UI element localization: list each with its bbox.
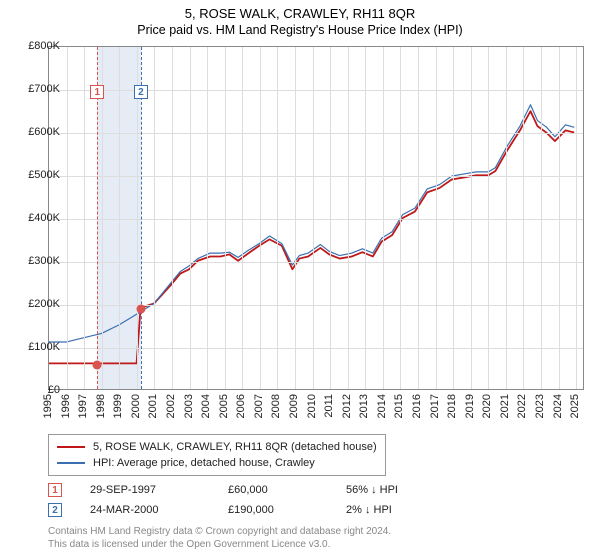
x-axis-label: 2005 xyxy=(218,394,230,418)
x-axis-label: 2023 xyxy=(534,394,546,418)
legend: 5, ROSE WALK, CRAWLEY, RH11 8QR (detache… xyxy=(48,434,386,476)
x-axis-label: 2002 xyxy=(165,394,177,418)
chart-marker-dot xyxy=(136,305,145,314)
x-axis-label: 1999 xyxy=(112,394,124,418)
event-row: 2 24-MAR-2000 £190,000 2% ↓ HPI xyxy=(48,500,398,520)
x-axis-label: 2015 xyxy=(393,394,405,418)
chart-marker-box: 1 xyxy=(90,85,104,99)
titles: 5, ROSE WALK, CRAWLEY, RH11 8QR Price pa… xyxy=(0,0,600,37)
x-axis-label: 2024 xyxy=(552,394,564,418)
legend-item: HPI: Average price, detached house, Craw… xyxy=(57,455,377,471)
legend-swatch xyxy=(57,462,85,464)
chart-marker-dot xyxy=(93,361,102,370)
x-axis-label: 2021 xyxy=(499,394,511,418)
x-axis-label: 2014 xyxy=(376,394,388,418)
y-axis-label: £700K xyxy=(16,83,60,95)
y-axis-label: £100K xyxy=(16,341,60,353)
chart-title: 5, ROSE WALK, CRAWLEY, RH11 8QR xyxy=(0,6,600,21)
x-axis-label: 2010 xyxy=(306,394,318,418)
y-axis-label: £800K xyxy=(16,40,60,52)
x-axis-label: 2020 xyxy=(481,394,493,418)
footer-line: This data is licensed under the Open Gov… xyxy=(48,539,391,552)
event-row: 1 29-SEP-1997 £60,000 56% ↓ HPI xyxy=(48,480,398,500)
legend-item: 5, ROSE WALK, CRAWLEY, RH11 8QR (detache… xyxy=(57,439,377,455)
x-axis-label: 2009 xyxy=(288,394,300,418)
chart-container: 5, ROSE WALK, CRAWLEY, RH11 8QR Price pa… xyxy=(0,0,600,560)
legend-swatch xyxy=(57,446,85,448)
chart-subtitle: Price paid vs. HM Land Registry's House … xyxy=(0,23,600,37)
x-axis-label: 2004 xyxy=(200,394,212,418)
line-layer xyxy=(49,47,583,389)
x-axis-label: 2001 xyxy=(147,394,159,418)
x-axis-label: 1997 xyxy=(77,394,89,418)
x-axis-label: 2025 xyxy=(569,394,581,418)
legend-label: 5, ROSE WALK, CRAWLEY, RH11 8QR (detache… xyxy=(93,441,377,453)
chart-marker-box: 2 xyxy=(134,85,148,99)
y-axis-label: £600K xyxy=(16,126,60,138)
x-axis-label: 2022 xyxy=(516,394,528,418)
x-axis-label: 2011 xyxy=(323,394,335,418)
x-axis-label: 1996 xyxy=(60,394,72,418)
event-date: 29-SEP-1997 xyxy=(90,484,200,496)
event-delta: 2% ↓ HPI xyxy=(346,504,392,516)
event-delta: 56% ↓ HPI xyxy=(346,484,398,496)
x-axis-label: 2000 xyxy=(130,394,142,418)
event-marker-box: 1 xyxy=(48,483,62,497)
event-date: 24-MAR-2000 xyxy=(90,504,200,516)
y-axis-label: £500K xyxy=(16,169,60,181)
footer: Contains HM Land Registry data © Crown c… xyxy=(48,526,391,551)
event-list: 1 29-SEP-1997 £60,000 56% ↓ HPI 2 24-MAR… xyxy=(48,480,398,520)
footer-line: Contains HM Land Registry data © Crown c… xyxy=(48,526,391,539)
x-axis-label: 2013 xyxy=(358,394,370,418)
plot-area: 12 xyxy=(48,46,584,390)
x-axis-label: 2008 xyxy=(270,394,282,418)
x-axis-label: 2018 xyxy=(446,394,458,418)
x-axis-label: 2012 xyxy=(341,394,353,418)
y-axis-label: £200K xyxy=(16,298,60,310)
y-axis-label: £300K xyxy=(16,255,60,267)
event-price: £60,000 xyxy=(228,484,318,496)
x-axis-label: 2016 xyxy=(411,394,423,418)
event-marker-box: 2 xyxy=(48,503,62,517)
event-price: £190,000 xyxy=(228,504,318,516)
x-axis-label: 2017 xyxy=(429,394,441,418)
legend-label: HPI: Average price, detached house, Craw… xyxy=(93,457,315,469)
x-axis-label: 1995 xyxy=(42,394,54,418)
x-axis-label: 2007 xyxy=(253,394,265,418)
x-axis-label: 2006 xyxy=(235,394,247,418)
x-axis-label: 2003 xyxy=(183,394,195,418)
x-axis-label: 1998 xyxy=(95,394,107,418)
y-axis-label: £400K xyxy=(16,212,60,224)
x-axis-label: 2019 xyxy=(464,394,476,418)
